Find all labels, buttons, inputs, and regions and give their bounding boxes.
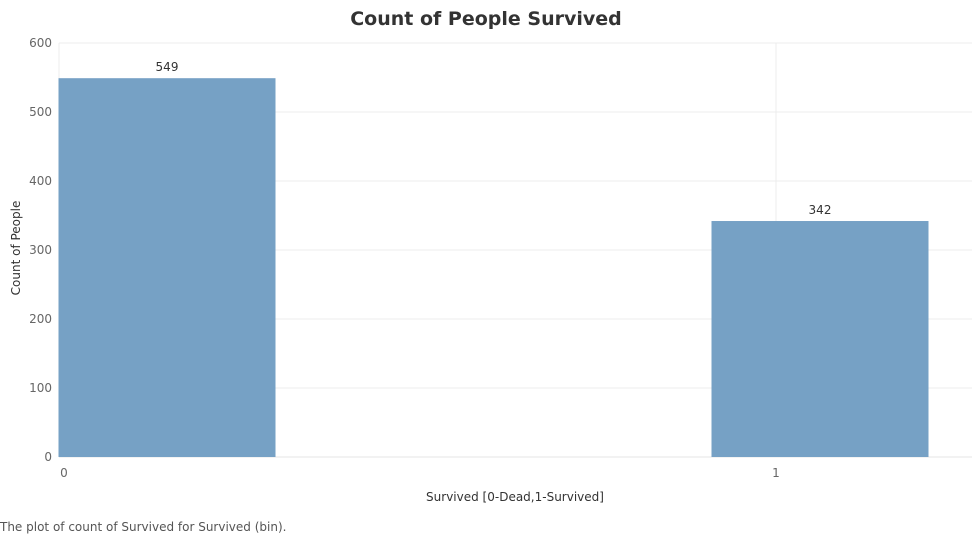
y-tick-label: 300 <box>29 243 52 257</box>
y-tick-label: 200 <box>29 312 52 326</box>
data-label: 342 <box>809 203 832 217</box>
y-tick-label: 0 <box>44 450 52 464</box>
chart-caption: The plot of count of Survived for Surviv… <box>0 520 287 534</box>
x-tick-label: 1 <box>772 466 780 480</box>
y-axis-ticks: 0 100 200 300 400 500 600 <box>29 36 52 464</box>
chart-title: Count of People Survived <box>350 8 622 30</box>
y-tick-label: 600 <box>29 36 52 50</box>
y-tick-label: 500 <box>29 105 52 119</box>
bar-0[interactable] <box>58 78 276 457</box>
bar-1[interactable] <box>711 221 929 457</box>
data-labels: 549 342 <box>156 60 832 217</box>
bars <box>58 78 929 457</box>
data-label: 549 <box>156 60 179 74</box>
y-tick-label: 400 <box>29 174 52 188</box>
x-axis-label: Survived [0-Dead,1-Survived] <box>426 490 604 504</box>
x-tick-label: 0 <box>60 466 68 480</box>
y-tick-label: 100 <box>29 381 52 395</box>
y-axis-label: Count of People <box>9 201 23 296</box>
